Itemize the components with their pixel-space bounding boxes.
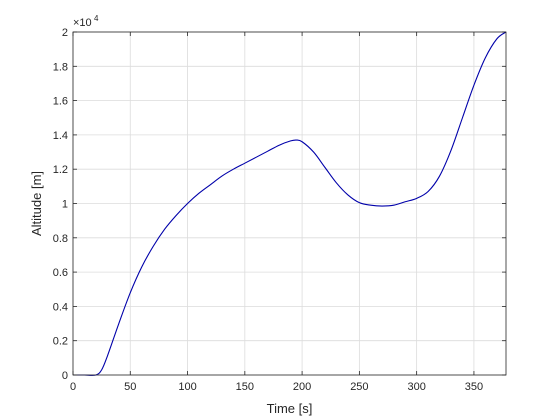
y-tick-label: 2 — [62, 27, 68, 39]
y-axis-label: Altitude [m] — [29, 171, 44, 236]
x-axis-label: Time [s] — [267, 401, 313, 416]
y-tick-label: 1.2 — [53, 164, 68, 176]
tick-labels: 0 50 100 150 200 250 300 350 0 0.2 0.4 0.6 0.8 1 1.2 1.… — [53, 27, 483, 393]
series-layer — [73, 31, 507, 376]
y-tick-label: 1.8 — [53, 61, 68, 73]
y-exponent-base: ×10 — [73, 17, 92, 29]
x-tick-label: 300 — [407, 381, 425, 393]
x-tick-label: 200 — [293, 381, 311, 393]
x-tick-label: 0 — [70, 381, 76, 393]
y-tick-label: 0 — [62, 370, 68, 382]
x-tick-label: 250 — [350, 381, 368, 393]
y-tick-label: 1.6 — [53, 96, 68, 108]
x-tick-label: 100 — [178, 381, 196, 393]
x-tick-label: 150 — [236, 381, 254, 393]
y-tick-label: 1 — [62, 199, 68, 211]
y-tick-label: 0.2 — [53, 336, 68, 348]
ticks — [72, 31, 506, 376]
x-tick-label: 50 — [124, 381, 136, 393]
y-tick-label: 0.8 — [53, 233, 68, 245]
y-tick-label: 0.4 — [53, 301, 68, 313]
x-tick-label: 350 — [465, 381, 483, 393]
y-exponent-power: 4 — [94, 14, 99, 23]
y-tick-label: 0.6 — [53, 267, 68, 279]
altitude-series-line — [73, 31, 507, 376]
y-tick-label: 1.4 — [53, 130, 68, 142]
